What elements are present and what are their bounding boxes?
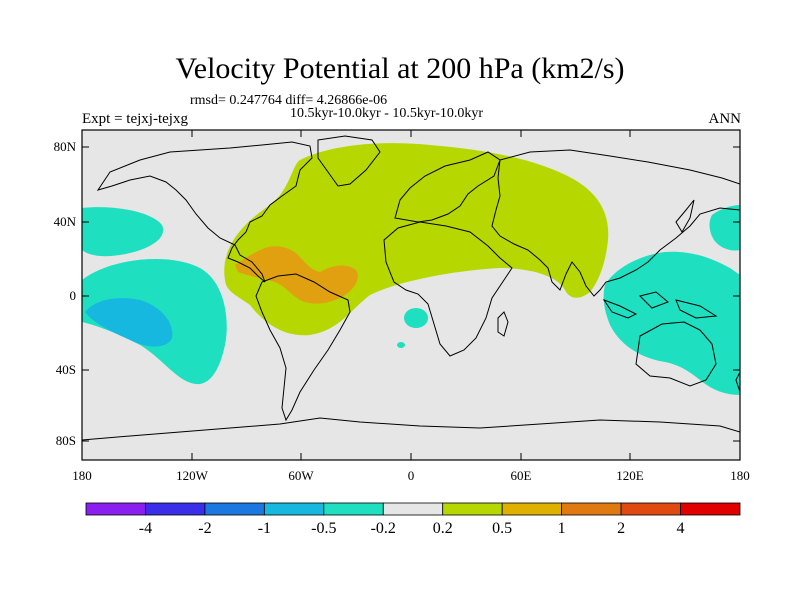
coastlines <box>82 135 740 441</box>
colorbar <box>85 502 741 516</box>
map-field <box>82 130 740 460</box>
colorbar-label: -4 <box>138 520 153 537</box>
colorbar-label: 1 <box>557 520 566 537</box>
negative-core-region <box>85 298 173 347</box>
colorbar-swatch <box>442 502 503 516</box>
axis-ticks <box>81 130 741 460</box>
latitude-label: 0 <box>69 288 77 303</box>
colorbar-label: -0.2 <box>370 520 396 537</box>
longitude-label: 120W <box>176 468 208 483</box>
colorbar-label: 2 <box>617 520 626 537</box>
positive-core-region <box>235 246 358 304</box>
season-label: ANN <box>708 111 742 127</box>
colorbar-label: -1 <box>257 520 272 537</box>
stats-label: rmsd= 0.247764 diff= 4.26866e-06 <box>190 93 388 108</box>
latitude-label: 80S <box>55 433 76 448</box>
plot-title: Velocity Potential at 200 hPa (km2/s) <box>175 52 625 85</box>
colorbar-swatch <box>501 502 563 516</box>
negative-spot-south-atlantic <box>404 308 428 328</box>
longitude-label: 60E <box>510 468 532 483</box>
experiment-label: Expt = tejxj-tejxg <box>82 111 188 127</box>
colorbar-swatch <box>382 502 444 516</box>
colorbar-swatch <box>85 502 146 516</box>
colorbar-swatch <box>204 502 265 516</box>
colorbar-swatch <box>620 502 681 516</box>
colorbar-label: -0.5 <box>311 520 337 537</box>
negative-region-central-pacific <box>709 205 740 251</box>
latitude-label: 40S <box>55 362 76 377</box>
latitude-label: 80N <box>53 139 76 154</box>
colorbar-swatch <box>263 502 325 516</box>
negative-spot-south-atlantic-small <box>397 342 405 348</box>
negative-region-north-pacific <box>82 207 164 257</box>
colorbar-swatch <box>561 502 622 516</box>
longitude-label: 0 <box>407 468 415 483</box>
colorbar-label: 0.5 <box>492 520 513 537</box>
longitude-label: 120E <box>616 468 644 483</box>
longitude-label: 60W <box>288 468 314 483</box>
latitude-label: 40N <box>53 214 76 229</box>
colorbar-label: 4 <box>676 520 685 537</box>
colorbar-swatch <box>323 502 384 516</box>
colorbar-swatch <box>145 502 206 516</box>
subtitle: 10.5kyr-10.0kyr - 10.5kyr-10.0kyr <box>290 106 484 121</box>
longitude-label: 180 <box>730 468 750 483</box>
colorbar-label: 0.2 <box>432 520 453 537</box>
colorbar-label: -2 <box>198 520 212 537</box>
colorbar-swatch <box>680 502 741 516</box>
longitude-label: 180 <box>72 468 92 483</box>
